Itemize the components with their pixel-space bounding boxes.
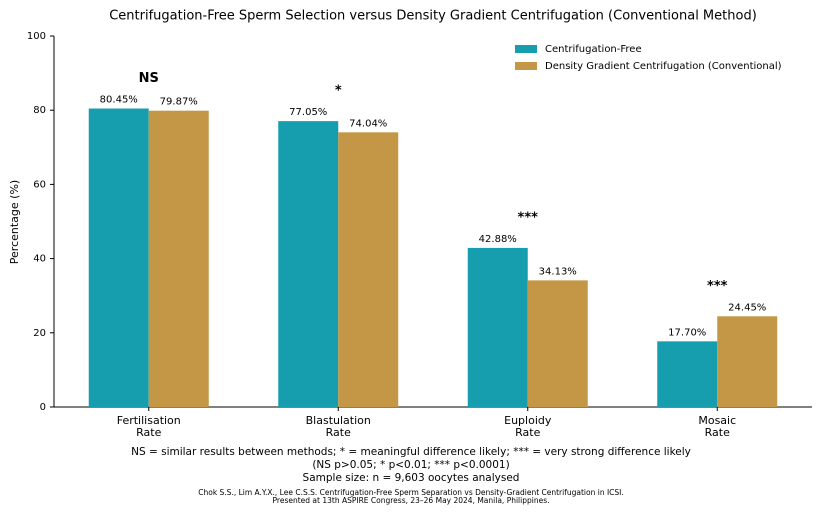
source-note: Presented at 13th ASPIRE Congress, 23–26… xyxy=(273,496,550,505)
y-tick-label: 0 xyxy=(40,402,46,413)
significance-label: *** xyxy=(518,210,539,225)
y-tick-label: 40 xyxy=(33,254,46,265)
value-label: 74.04% xyxy=(349,118,387,129)
bar xyxy=(467,247,528,407)
y-tick-label: 20 xyxy=(33,328,46,339)
value-label: 79.87% xyxy=(160,97,198,108)
significance-label: *** xyxy=(707,279,728,294)
value-label: 80.45% xyxy=(100,95,138,106)
bar xyxy=(278,121,339,407)
source-note: Chok S.S., Lim A.Y.X., Lee C.S.S. Centri… xyxy=(198,488,624,497)
legend-swatch xyxy=(515,62,537,70)
legend-label: Centrifugation-Free xyxy=(545,44,642,55)
value-label: 77.05% xyxy=(289,107,327,118)
bar xyxy=(88,108,149,407)
bar xyxy=(657,341,718,407)
bar xyxy=(148,110,209,407)
significance-label: * xyxy=(335,84,342,99)
legend-label: Density Gradient Centrifugation (Convent… xyxy=(545,61,782,72)
significance-label: NS xyxy=(139,71,159,86)
x-tick-label: Fertilisation Rate xyxy=(117,414,181,439)
footnote: (NS p>0.05; * p<0.01; *** p<0.0001) xyxy=(312,459,509,471)
x-tick-label: Euploidy Rate xyxy=(504,414,552,439)
footnote: Sample size: n = 9,603 oocytes analysed xyxy=(303,472,520,484)
y-tick-label: 80 xyxy=(33,105,46,116)
y-axis-label: Percentage (%) xyxy=(8,180,21,264)
y-tick-label: 60 xyxy=(33,179,46,190)
footnote: NS = similar results between methods; * … xyxy=(131,446,691,458)
value-label: 42.88% xyxy=(479,234,517,245)
bar xyxy=(717,316,778,407)
y-tick-label: 100 xyxy=(27,31,46,42)
value-label: 24.45% xyxy=(728,302,766,313)
bar xyxy=(338,132,399,408)
x-tick-label: Mosaic Rate xyxy=(698,414,736,439)
value-label: 17.70% xyxy=(668,327,706,338)
chart-title: Centrifugation-Free Sperm Selection vers… xyxy=(109,9,757,24)
value-label: 34.13% xyxy=(539,266,577,277)
x-tick-label: Blastulation Rate xyxy=(306,414,371,439)
legend-swatch xyxy=(515,45,537,53)
bar xyxy=(527,280,588,407)
